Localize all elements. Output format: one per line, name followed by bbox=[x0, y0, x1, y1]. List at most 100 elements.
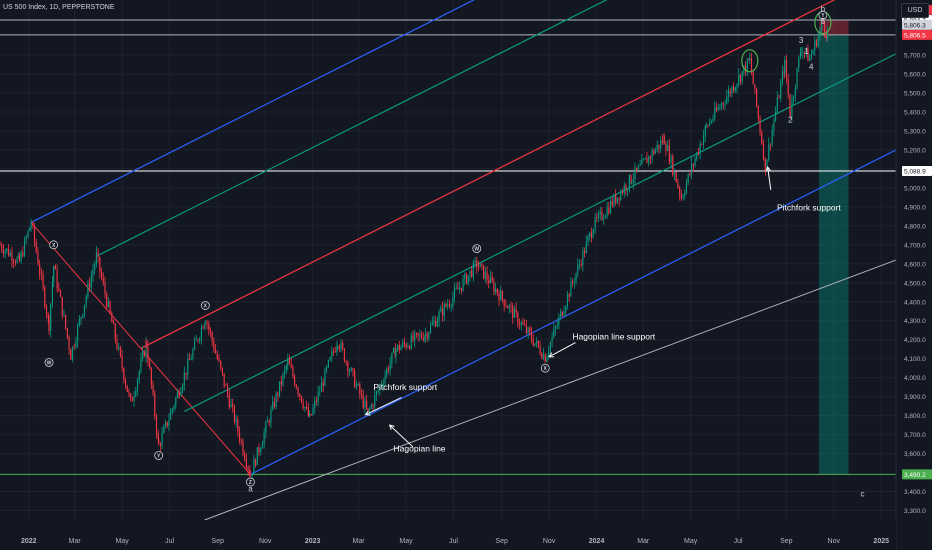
candle-body bbox=[750, 58, 753, 73]
wave-label: 5 bbox=[821, 17, 826, 26]
candle-body bbox=[520, 322, 522, 326]
candle-body bbox=[722, 103, 724, 105]
candle-body bbox=[796, 67, 798, 88]
candle-body bbox=[457, 287, 459, 290]
candle-body bbox=[682, 196, 684, 199]
candle-body bbox=[663, 136, 665, 144]
candle-body bbox=[61, 296, 63, 316]
candle-body bbox=[372, 404, 374, 407]
candle-body bbox=[668, 145, 670, 163]
candle-body bbox=[354, 371, 356, 388]
price-tick-label: 4,700.0 bbox=[904, 242, 926, 249]
candle-body bbox=[90, 275, 92, 288]
candle-body bbox=[20, 252, 22, 262]
candle-body bbox=[739, 74, 742, 82]
candle-body bbox=[173, 405, 175, 409]
candle-body bbox=[106, 293, 108, 307]
candle-body bbox=[469, 270, 471, 276]
candle-body bbox=[515, 308, 517, 313]
wave-label-ring bbox=[818, 10, 828, 20]
candle-body bbox=[625, 185, 627, 191]
candles bbox=[0, 18, 829, 481]
candle-body bbox=[780, 82, 782, 99]
candle-body bbox=[183, 372, 185, 386]
candle-body bbox=[648, 156, 650, 164]
price-axis-background bbox=[896, 0, 932, 550]
candle-body bbox=[467, 275, 469, 284]
candle-body bbox=[530, 332, 533, 340]
pitchfork[interactable] bbox=[30, 0, 897, 521]
candle-body bbox=[566, 294, 569, 307]
candle-body bbox=[270, 409, 272, 423]
candle-body bbox=[749, 58, 751, 61]
candle-body bbox=[180, 391, 182, 396]
candle-body bbox=[336, 346, 338, 352]
candle-body bbox=[249, 475, 252, 477]
candle-body bbox=[608, 207, 610, 214]
candle-body bbox=[244, 453, 246, 460]
price-tag-bg bbox=[902, 19, 932, 30]
candle-body bbox=[759, 118, 761, 133]
candle-body bbox=[290, 364, 292, 368]
candle-body bbox=[611, 200, 613, 206]
candle-body bbox=[395, 349, 397, 358]
price-tick-label: 3,600.0 bbox=[904, 451, 926, 458]
horizontal-levels[interactable] bbox=[0, 19, 896, 475]
candle-body bbox=[192, 349, 194, 359]
price-tick-label: 5,600.0 bbox=[904, 72, 926, 79]
candle-body bbox=[636, 167, 638, 170]
candle-body bbox=[613, 194, 615, 206]
candle-body bbox=[510, 305, 512, 307]
candle-body bbox=[462, 278, 464, 291]
candle-body bbox=[75, 341, 77, 347]
candle-body bbox=[817, 35, 819, 47]
candle-body bbox=[577, 264, 579, 274]
candle-body bbox=[422, 338, 424, 341]
candle-body bbox=[603, 218, 605, 220]
candle-body bbox=[37, 252, 39, 265]
candle-body bbox=[500, 290, 502, 301]
candle-body bbox=[70, 349, 72, 360]
candle-body bbox=[22, 252, 24, 256]
candle-body bbox=[654, 149, 657, 154]
time-axis[interactable]: 2022 Mar May Jul Sep Nov 2023 Mar May Jul Sep Nov 20… bbox=[0, 520, 896, 550]
candle-body bbox=[380, 384, 383, 386]
candle-body bbox=[677, 182, 679, 188]
candle-body bbox=[809, 58, 811, 62]
candle-body bbox=[394, 348, 396, 358]
wave-label: Y bbox=[821, 13, 825, 19]
candle-body bbox=[230, 403, 232, 408]
candle-body bbox=[126, 385, 128, 392]
candle-body bbox=[119, 347, 121, 356]
candle-body bbox=[565, 306, 567, 312]
candle-body bbox=[280, 381, 282, 385]
candle-body bbox=[604, 216, 607, 219]
candle-body bbox=[572, 281, 574, 283]
trade-position-box[interactable] bbox=[819, 19, 849, 475]
candle-body bbox=[254, 459, 257, 466]
price-axis[interactable]: 5,700.0 5,600.0 5,500.0 5,400.0 5,300.0 5,200… bbox=[895, 0, 932, 550]
candle-body bbox=[556, 324, 558, 327]
candle-body bbox=[44, 287, 46, 307]
candle-body bbox=[476, 260, 478, 268]
candle-body bbox=[154, 393, 156, 417]
candle-body bbox=[319, 391, 321, 393]
candle-body bbox=[719, 107, 721, 108]
candle-body bbox=[726, 96, 728, 104]
candle-body bbox=[684, 192, 686, 197]
candle-body bbox=[232, 403, 234, 407]
candle-body bbox=[807, 48, 809, 62]
candle-body bbox=[783, 71, 785, 73]
candle-body bbox=[575, 273, 577, 282]
candle-body bbox=[537, 340, 539, 347]
candle-body bbox=[194, 340, 196, 350]
candle-body bbox=[7, 248, 10, 256]
candle-body bbox=[464, 274, 466, 279]
candle-body bbox=[587, 236, 589, 242]
currency-button[interactable]: USD bbox=[901, 3, 929, 18]
candle-body bbox=[18, 254, 21, 262]
candle-body bbox=[226, 385, 229, 395]
candle-body bbox=[489, 276, 492, 284]
candle-body bbox=[756, 88, 758, 107]
